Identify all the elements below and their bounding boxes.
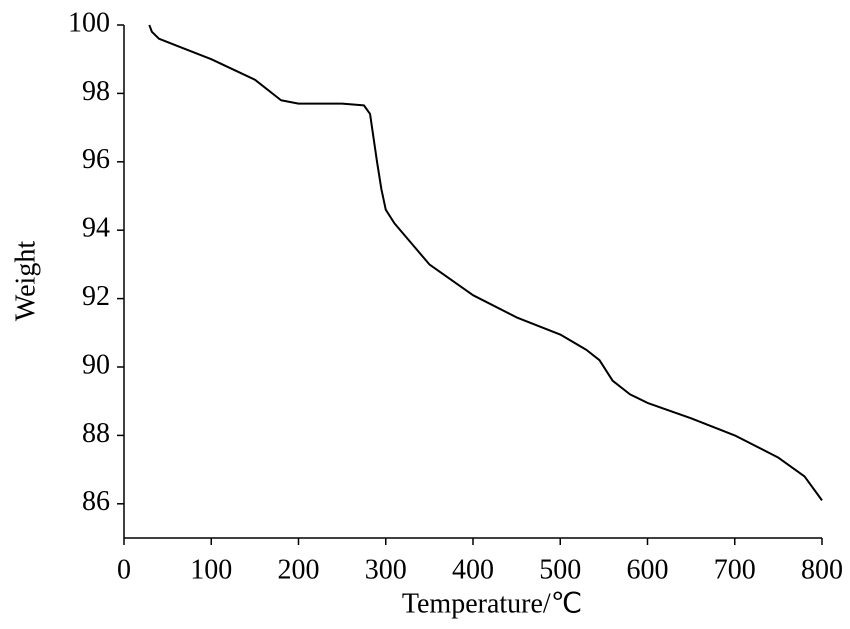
x-tick-label: 0 <box>117 554 131 585</box>
x-tick-label: 700 <box>714 554 756 585</box>
x-tick-label: 200 <box>278 554 320 585</box>
y-tick-label: 92 <box>82 281 110 312</box>
x-tick-label: 800 <box>801 554 843 585</box>
x-tick-label: 400 <box>452 554 494 585</box>
y-tick-label: 90 <box>82 349 110 380</box>
data-line <box>148 24 823 501</box>
x-tick-label: 300 <box>365 554 407 585</box>
x-tick-label: 600 <box>627 554 669 585</box>
y-tick-label: 88 <box>82 418 110 449</box>
x-tick-label: 500 <box>539 554 581 585</box>
y-tick-label: 94 <box>82 213 110 244</box>
y-tick-label: 100 <box>68 7 110 38</box>
y-tick-label: 86 <box>82 486 110 517</box>
y-axis-label: Weight <box>10 241 41 321</box>
y-tick-label: 96 <box>82 144 110 175</box>
x-tick-label: 100 <box>190 554 232 585</box>
x-axis-label: Temperature/℃ <box>402 588 582 619</box>
y-tick-label: 98 <box>82 76 110 107</box>
